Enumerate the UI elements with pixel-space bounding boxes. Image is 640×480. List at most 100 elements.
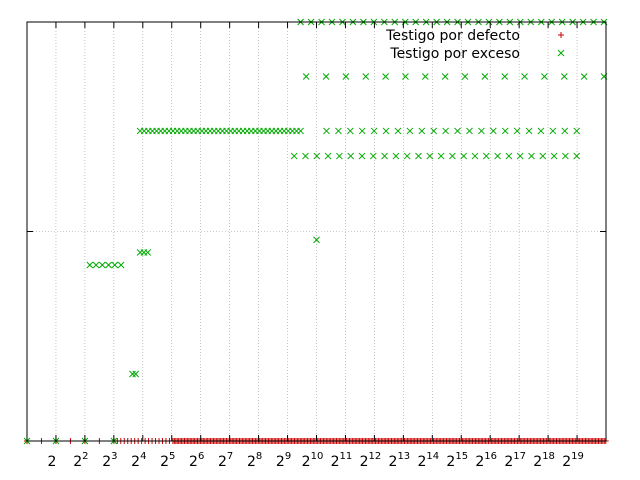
series-1-point	[402, 73, 409, 80]
series-1-point	[381, 152, 388, 160]
series-1-point	[481, 73, 489, 80]
series-1-point	[441, 73, 449, 80]
series-1-point	[86, 261, 94, 269]
series-1-point	[501, 127, 509, 135]
x-tick-label: 210	[302, 451, 324, 470]
series-1-point	[111, 261, 119, 269]
series-1-point	[382, 73, 389, 80]
series-1-point	[550, 152, 558, 160]
series-1-point	[117, 261, 125, 269]
series-1-point	[418, 127, 426, 135]
series-1-point	[430, 127, 438, 135]
series-1-point	[346, 127, 354, 135]
x-tick-label: 28	[247, 451, 262, 470]
series-1-point	[335, 127, 342, 135]
series-1-point	[129, 370, 136, 378]
series-1-point	[323, 127, 330, 135]
series-1-point	[358, 152, 366, 160]
x-tick-label: 212	[360, 451, 382, 470]
series-1-point	[98, 261, 106, 269]
series-1-point	[406, 127, 414, 135]
series-1-point	[549, 127, 557, 135]
legend-marker-cross	[557, 49, 565, 57]
series-1-point	[573, 152, 581, 160]
series-1-point	[369, 152, 377, 160]
series-1-point	[290, 152, 298, 160]
x-tick-label: 213	[389, 451, 411, 470]
grid	[27, 22, 606, 441]
series-1-point	[302, 152, 309, 160]
series-1-point	[573, 127, 581, 135]
series-1-point	[537, 127, 545, 135]
series-1-point	[437, 152, 445, 160]
x-tick-label: 216	[475, 451, 497, 470]
series-1-point	[513, 127, 521, 135]
series-1-point	[313, 152, 321, 160]
x-axis-ticks: 2 22 23 24 25 26 27 28 29 210 211 212 213 214 215 216 21…	[27, 21, 606, 470]
series-1-point	[132, 370, 140, 378]
series-1-point	[415, 152, 422, 160]
series-1-point	[539, 152, 547, 160]
series-1-point	[541, 73, 548, 80]
series-1-point	[471, 152, 479, 160]
series-1-point	[521, 73, 528, 80]
series-1-point	[392, 152, 400, 160]
series-1-point	[454, 127, 461, 135]
series-1-point	[442, 127, 449, 135]
series-1-point	[302, 73, 310, 80]
series-1-point	[528, 152, 535, 160]
series-1-point	[421, 73, 429, 80]
series-1-point	[560, 73, 568, 80]
legend-label: Testigo por defecto	[385, 28, 520, 44]
legend: Testigo por defecto Testigo por exceso	[385, 28, 565, 62]
series-1-point	[322, 73, 330, 80]
legend-label: Testigo por exceso	[389, 46, 520, 62]
series-1-point	[347, 152, 355, 160]
x-tick-label: 214	[417, 451, 439, 470]
x-tick-label: 2	[47, 454, 56, 470]
x-tick-label: 215	[446, 451, 468, 470]
series-1-point	[478, 127, 485, 135]
series-1-point	[297, 127, 304, 135]
x-tick-label: 218	[533, 451, 555, 470]
series-1-point	[562, 152, 569, 160]
x-tick-label: 27	[218, 451, 233, 470]
series-1-point	[516, 152, 524, 160]
series-1-point	[505, 152, 513, 160]
x-tick-label: 22	[73, 451, 88, 470]
series-1-point	[92, 261, 100, 269]
series-1-point	[426, 152, 434, 160]
series-1-point	[580, 73, 588, 80]
x-tick-label: 26	[189, 451, 204, 470]
series-1-point	[144, 249, 152, 256]
series-1-point	[394, 127, 402, 135]
series-1-point	[313, 236, 320, 244]
series-1-point	[362, 73, 370, 80]
x-tick-label: 23	[102, 451, 117, 470]
x-tick-label: 217	[504, 451, 526, 470]
series-1-point	[324, 152, 332, 160]
series-1-point	[342, 73, 350, 80]
series-1-point	[449, 152, 456, 160]
series-1-point	[489, 127, 497, 135]
x-tick-label: 24	[131, 451, 146, 470]
series-1-point	[358, 127, 366, 135]
series-1-point	[561, 127, 569, 135]
series-1-point	[494, 152, 501, 160]
legend-marker-plus	[558, 32, 564, 38]
series-1-point	[403, 152, 411, 160]
series-1-point	[461, 73, 469, 80]
series-1-point	[501, 73, 509, 80]
x-tick-label: 211	[331, 451, 353, 470]
series-1-point	[466, 127, 473, 135]
series-1-point	[460, 152, 468, 160]
series-1-point	[525, 127, 533, 135]
series-1-point	[482, 152, 490, 160]
series-1-point	[336, 152, 343, 160]
x-tick-label: 219	[562, 451, 584, 470]
series-1-point	[370, 127, 378, 135]
series-1-point	[105, 261, 112, 269]
x-tick-label: 29	[276, 451, 291, 470]
x-tick-label: 25	[160, 451, 175, 470]
